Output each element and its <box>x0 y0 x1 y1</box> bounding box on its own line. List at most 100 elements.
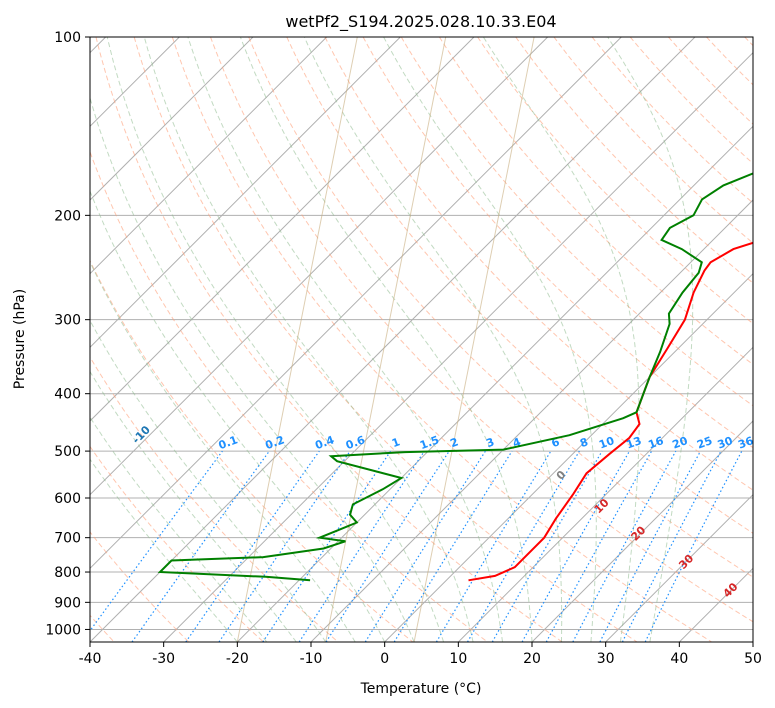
profile-series <box>157 172 753 582</box>
mixing-ratio-line <box>298 450 425 642</box>
chart-title: wetPf2_S194.2025.028.10.33.E04 <box>285 12 556 32</box>
x-tick-label: -40 <box>79 651 102 667</box>
mixing-ratio-label: 2 <box>448 435 460 450</box>
mixing-ratio-label: 0.1 <box>217 433 240 452</box>
y-tick-label: 1000 <box>45 622 81 638</box>
moist-adiabat-line <box>90 260 356 642</box>
mixing-ratio-label: 25 <box>695 434 714 451</box>
mixing-ratio-line <box>644 450 743 642</box>
mixing-ratio-label: 10 <box>597 434 616 452</box>
y-tick-label: 800 <box>54 565 81 581</box>
moist-adiabat-line <box>383 37 597 642</box>
dry-adiabat-line <box>90 445 264 642</box>
mixing-ratio-line <box>262 450 392 642</box>
dry-adiabat-line <box>171 37 712 642</box>
x-tick-label: 10 <box>449 651 467 667</box>
mixing-ratio-label: 4 <box>511 435 523 450</box>
dry-adiabat-line <box>210 37 753 623</box>
mixing-ratio-line <box>393 450 513 642</box>
dry-adiabat-line <box>553 37 753 244</box>
plot-area <box>90 37 753 642</box>
dry-adiabat-line <box>438 37 753 366</box>
isotherm-line <box>531 420 753 642</box>
mixing-ratio-label: 20 <box>671 434 690 452</box>
reference-curve <box>325 37 447 642</box>
isotherm-line <box>90 37 401 349</box>
y-tick-label: 300 <box>54 313 81 329</box>
moist-adiabat-line <box>482 37 640 642</box>
mixing-ratio-line <box>521 450 631 642</box>
x-tick-label: 50 <box>744 651 762 667</box>
x-tick-label: 30 <box>597 651 615 667</box>
y-tick-label: 200 <box>54 208 81 224</box>
isotherm-line <box>90 37 622 570</box>
plot-frame <box>89 36 754 643</box>
x-tick-label: -20 <box>226 651 249 667</box>
mixing-ratio-label: 16 <box>647 434 666 452</box>
x-tick-label: -10 <box>300 651 323 667</box>
mixing-ratio-label: 6 <box>550 435 562 450</box>
mixing-ratio-line <box>131 450 270 642</box>
dry-adiabat-line <box>133 37 638 642</box>
dry-adiabat-line <box>90 356 339 642</box>
mixing-ratio-label: 8 <box>578 435 590 450</box>
moist-adiabat-line <box>106 37 445 642</box>
dry-adiabat-line <box>362 37 753 449</box>
dry-adiabat-line <box>515 37 753 284</box>
mixing-ratio-line <box>572 450 677 642</box>
dry-adiabat-line <box>629 37 753 165</box>
dry-adiabat-line <box>400 37 753 407</box>
mixing-ratio-line <box>185 450 320 642</box>
mixing-ratio-label: 36 <box>736 434 755 452</box>
moist-adiabat-line <box>90 319 327 642</box>
isotherm-line <box>90 37 254 201</box>
mixing-ratio-label: 0.2 <box>263 433 286 452</box>
mixing-ratio-line <box>218 450 351 642</box>
axis-ticks: -40 -30 -20 -10 0 10 20 30 40 5010020030040050060… <box>45 30 762 667</box>
isotherm-line <box>605 493 753 642</box>
mixing-ratio-label: 1 <box>390 435 402 450</box>
moist-adiabat-line <box>90 416 268 642</box>
isotherm-line <box>384 272 753 642</box>
reference-curve <box>413 37 535 642</box>
temperature-series-line <box>468 241 753 582</box>
x-tick-label: 40 <box>670 651 688 667</box>
y-tick-label: 500 <box>54 444 81 460</box>
mixing-ratio-label: 0.6 <box>344 433 367 452</box>
moist-adiabat-line <box>90 458 238 642</box>
y-tick-label: 100 <box>54 30 81 46</box>
y-tick-label: 400 <box>54 387 81 403</box>
mixing-ratio-label: 3 <box>484 435 496 450</box>
dry-adiabat-line <box>286 37 753 534</box>
moist-adiabat-line <box>143 37 474 642</box>
mixing-ratio-label: 0.4 <box>313 433 336 452</box>
mixing-ratio-line <box>90 450 223 632</box>
dry-adiabat-line <box>95 37 563 642</box>
moist-adiabat-line <box>239 37 533 642</box>
mixing-ratio-label: 1.5 <box>418 433 441 452</box>
x-axis-title: Temperature (°C) <box>360 681 482 697</box>
x-tick-label: 20 <box>523 651 541 667</box>
isotherm-line <box>90 37 549 496</box>
dewpoint-series-line <box>157 172 753 582</box>
y-tick-label: 700 <box>54 531 81 547</box>
isotherm-line <box>90 37 475 422</box>
x-tick-label: 0 <box>380 651 389 667</box>
dry-adiabat-line <box>324 37 753 491</box>
dry-adiabat-line <box>90 259 414 642</box>
mixing-ratio-line <box>325 450 450 642</box>
isotherm-line <box>163 51 753 642</box>
y-tick-label: 900 <box>54 595 81 611</box>
mixing-ratio-line <box>545 450 653 642</box>
mixing-ratio-label: 30 <box>716 434 735 452</box>
moist-adiabat-line <box>90 189 386 642</box>
reference-curve <box>236 37 358 642</box>
moist-adiabat-line <box>187 37 503 642</box>
y-axis-title: Pressure (hPa) <box>12 289 28 389</box>
moist-adiabat-line <box>303 37 563 642</box>
dry-adiabat-line <box>248 37 753 578</box>
isotherm-line <box>90 37 328 275</box>
isotherm-line <box>90 37 696 642</box>
line-labels: -100-90-80-70-60-50-40-30-20-100.10.20.4… <box>130 423 755 600</box>
